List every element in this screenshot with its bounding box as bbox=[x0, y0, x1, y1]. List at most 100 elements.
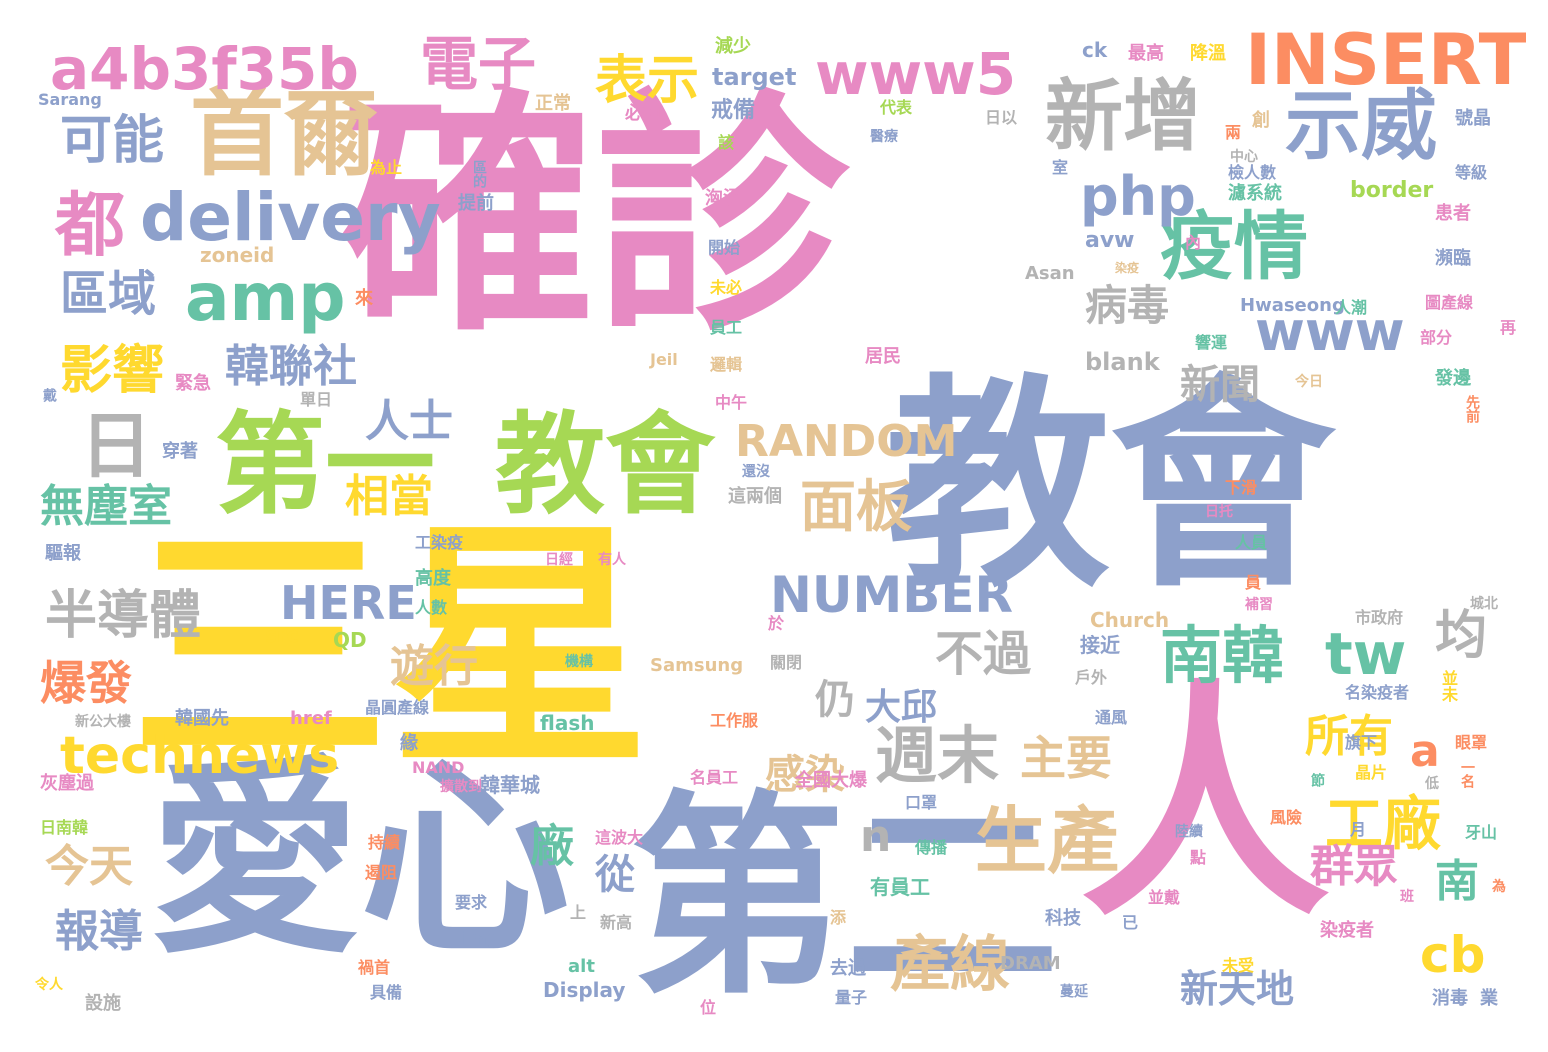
cloud-word: 持續 bbox=[368, 833, 401, 852]
cloud-word: 正常 bbox=[535, 93, 571, 114]
cloud-word: 群眾 bbox=[1310, 841, 1398, 892]
cloud-word: Hwaseong bbox=[1240, 295, 1345, 316]
cloud-word: 邏輯 bbox=[710, 355, 743, 374]
cloud-word: 產線 bbox=[890, 930, 1010, 1000]
cloud-word: 第二 bbox=[630, 772, 1060, 1023]
cloud-word: 最高 bbox=[1128, 43, 1164, 64]
cloud-word: 號晶 bbox=[1455, 108, 1491, 129]
cloud-word: 洶湧 bbox=[705, 188, 741, 209]
cloud-word: 量子 bbox=[835, 988, 868, 1007]
cloud-word: 還沒 bbox=[742, 464, 770, 480]
cloud-word: 戒備 bbox=[711, 98, 756, 123]
cloud-word: 於 bbox=[768, 614, 785, 633]
cloud-word: 面板 bbox=[800, 475, 912, 540]
cloud-word: 所有 bbox=[1305, 711, 1393, 762]
cloud-word: 疫情 bbox=[1160, 204, 1308, 290]
cloud-word: 首爾 bbox=[190, 80, 379, 189]
cloud-word: 相當 bbox=[345, 471, 433, 522]
cloud-word: 電子 bbox=[420, 30, 537, 98]
cloud-word: 日以 bbox=[985, 108, 1018, 127]
cloud-word: 這波大 bbox=[595, 828, 644, 847]
cloud-word: php bbox=[1080, 165, 1196, 228]
cloud-word: 開始 bbox=[708, 238, 741, 257]
cloud-word: 人 bbox=[1080, 659, 1330, 950]
cloud-word: 區的 bbox=[471, 160, 487, 188]
cloud-word: 代表 bbox=[880, 98, 913, 117]
cloud-word: 機構 bbox=[565, 654, 593, 670]
cloud-word: Samsung bbox=[650, 655, 744, 676]
cloud-word: 戴 bbox=[41, 388, 57, 402]
cloud-word: 人員 bbox=[1235, 533, 1268, 552]
cloud-word: 日托 bbox=[1205, 504, 1233, 520]
cloud-word: 傳播 bbox=[915, 838, 948, 857]
cloud-word: technews bbox=[60, 726, 340, 786]
cloud-word: 為 bbox=[1492, 879, 1506, 895]
cloud-word: QD bbox=[333, 628, 367, 652]
cloud-word: 灰塵過 bbox=[40, 773, 94, 794]
cloud-word: 具備 bbox=[370, 983, 403, 1002]
cloud-word: 示威 bbox=[1285, 81, 1437, 170]
cloud-word: border bbox=[1350, 178, 1434, 203]
cloud-word: NAND bbox=[412, 758, 465, 777]
cloud-word: 有人 bbox=[598, 552, 626, 568]
cloud-word: Asan bbox=[1025, 263, 1075, 284]
cloud-word: 報導 bbox=[55, 906, 143, 957]
cloud-word: NUMBER bbox=[770, 566, 1013, 624]
cloud-word: 兩 bbox=[1225, 123, 1242, 142]
cloud-word: src bbox=[265, 623, 299, 647]
cloud-word: 未受 bbox=[1222, 956, 1255, 975]
cloud-word: 先前 bbox=[1464, 395, 1480, 423]
cloud-word: 日經 bbox=[545, 552, 573, 568]
cloud-word: 週末 bbox=[875, 719, 1000, 792]
cloud-word: DRAM bbox=[1000, 953, 1061, 974]
cloud-word: blank bbox=[1085, 348, 1160, 376]
cloud-word: 城北 bbox=[1470, 596, 1498, 612]
cloud-word: 並未 bbox=[1439, 670, 1458, 702]
cloud-word: 一名 bbox=[1459, 760, 1475, 788]
cloud-word: 病毒 bbox=[1085, 281, 1170, 330]
cloud-word: 晶圓產線 bbox=[365, 698, 430, 717]
cloud-word: 教會 bbox=[885, 356, 1335, 618]
cloud-word: a bbox=[1410, 726, 1440, 777]
cloud-word: 牙山 bbox=[1465, 823, 1498, 842]
cloud-word: 消毒 bbox=[1432, 988, 1468, 1009]
cloud-word: 通風 bbox=[1095, 708, 1128, 727]
cloud-word: 去過 bbox=[830, 958, 866, 979]
cloud-word: 半導體 bbox=[45, 586, 202, 646]
cloud-word: 大邱 bbox=[865, 687, 938, 728]
cloud-word: 減少 bbox=[715, 36, 751, 57]
cloud-word: 韓聯社 bbox=[225, 341, 357, 392]
cloud-word: 新高 bbox=[600, 913, 633, 932]
cloud-word: 新公大樓 bbox=[75, 714, 131, 730]
cloud-word: 市政府 bbox=[1355, 608, 1404, 627]
cloud-word: 必須 bbox=[625, 103, 661, 124]
cloud-word: alt bbox=[568, 956, 595, 977]
cloud-word: 為止 bbox=[370, 158, 403, 177]
cloud-word: 人數 bbox=[415, 598, 448, 617]
cloud-word: 愛心 bbox=[150, 737, 571, 982]
cloud-word: 表示 bbox=[595, 51, 700, 111]
cloud-word: zoneid bbox=[200, 243, 275, 267]
cloud-word: 眼罩 bbox=[1455, 733, 1488, 752]
cloud-word: 人士 bbox=[365, 396, 453, 447]
cloud-word: 旗下 bbox=[1345, 733, 1378, 752]
cloud-word: 令人 bbox=[35, 977, 63, 993]
cloud-word: 驅報 bbox=[45, 543, 81, 564]
cloud-word: 要求 bbox=[455, 893, 488, 912]
cloud-word: cb bbox=[1420, 926, 1486, 984]
cloud-word: 均 bbox=[1435, 606, 1488, 666]
cloud-word: 室 bbox=[1052, 158, 1069, 177]
cloud-word: 陸續 bbox=[1175, 824, 1203, 840]
cloud-word: 仍 bbox=[815, 677, 855, 723]
cloud-word: 提前 bbox=[458, 193, 494, 214]
cloud-word: 檢人數 bbox=[1228, 163, 1277, 182]
cloud-word: 三星 bbox=[130, 499, 650, 801]
cloud-word: INSERT bbox=[1245, 19, 1527, 101]
cloud-word: 居民 bbox=[865, 346, 901, 367]
cloud-word: 部分 bbox=[1420, 328, 1453, 347]
cloud-word: 工廠 bbox=[1325, 790, 1442, 858]
cloud-word: 染疫 bbox=[1115, 261, 1140, 275]
cloud-word: 員工 bbox=[710, 318, 743, 337]
cloud-word: Display bbox=[543, 978, 626, 1002]
